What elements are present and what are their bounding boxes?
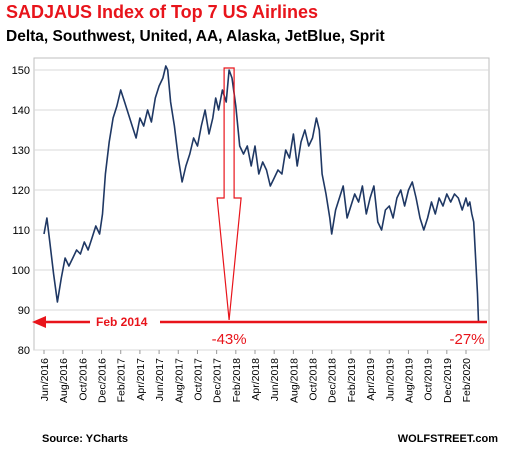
- x-tick-label: Oct/2017: [192, 358, 204, 401]
- x-tick-label: Jun/2019: [384, 358, 396, 401]
- x-tick-label: Aug/2017: [173, 358, 185, 403]
- reference-label: Feb 2014: [96, 315, 148, 329]
- y-tick-label: 140: [12, 105, 30, 117]
- y-axis-tick-labels: 80 90 100 110 120 130 140 150: [12, 65, 30, 357]
- watermark: WOLFSTREET.com: [397, 433, 498, 445]
- series-line: [43, 65, 480, 323]
- x-tick-label: Jun/2016: [39, 358, 51, 401]
- x-tick-label: Apr/2017: [135, 358, 147, 401]
- grid-lines: [34, 69, 489, 351]
- chart-title: SADJAUS Index of Top 7 US Airlines: [6, 2, 319, 22]
- x-tick-label: Dec/2017: [212, 358, 224, 403]
- x-tick-label: Apr/2019: [365, 358, 377, 401]
- x-tick-label: Oct/2016: [77, 358, 89, 401]
- x-tick-label: Oct/2018: [308, 358, 320, 401]
- chart-subtitle: Delta, Southwest, United, AA, Alaska, Je…: [6, 28, 385, 45]
- source-note: Source: YCharts: [42, 433, 128, 445]
- x-tick-label: Feb/2019: [346, 358, 358, 403]
- reference-label-background: [90, 313, 160, 331]
- y-tick-label: 110: [12, 225, 30, 237]
- x-tick-label: Jun/2017: [154, 358, 166, 401]
- y-tick-label: 100: [12, 265, 30, 277]
- x-tick-label: Aug/2019: [403, 358, 415, 403]
- y-tick-label: 90: [18, 305, 30, 317]
- end-drawdown-label: -27%: [449, 331, 484, 348]
- x-tick-label: Dec/2019: [442, 358, 454, 403]
- series-lines: [43, 65, 480, 323]
- reference-arrowhead: [32, 316, 46, 328]
- x-tick-label: Apr/2018: [250, 358, 262, 401]
- drawdown-label: -43%: [212, 331, 247, 348]
- x-axis-tick-labels: Jun/2016 Aug/2016 Oct/2016 Dec/2016 Feb/2017…: [39, 350, 473, 403]
- y-tick-label: 130: [12, 145, 30, 157]
- x-tick-label: Aug/2018: [288, 358, 300, 403]
- x-tick-label: Feb/2018: [231, 358, 243, 403]
- y-tick-label: 150: [12, 65, 30, 77]
- y-tick-label: 80: [18, 345, 30, 357]
- plot-area: [33, 57, 490, 351]
- y-tick-label: 120: [12, 185, 30, 197]
- annotations: Feb 2014 -43% -27%: [32, 67, 487, 348]
- x-tick-label: Jun/2018: [269, 358, 281, 401]
- x-tick-label: Feb/2017: [116, 358, 128, 403]
- x-tick-label: Feb/2020: [461, 358, 473, 403]
- drawdown-arrow: [216, 67, 242, 321]
- x-tick-label: Oct/2019: [423, 358, 435, 401]
- x-tick-label: Dec/2016: [97, 358, 109, 403]
- x-tick-label: Aug/2016: [58, 358, 70, 403]
- x-tick-label: Dec/2018: [327, 358, 339, 403]
